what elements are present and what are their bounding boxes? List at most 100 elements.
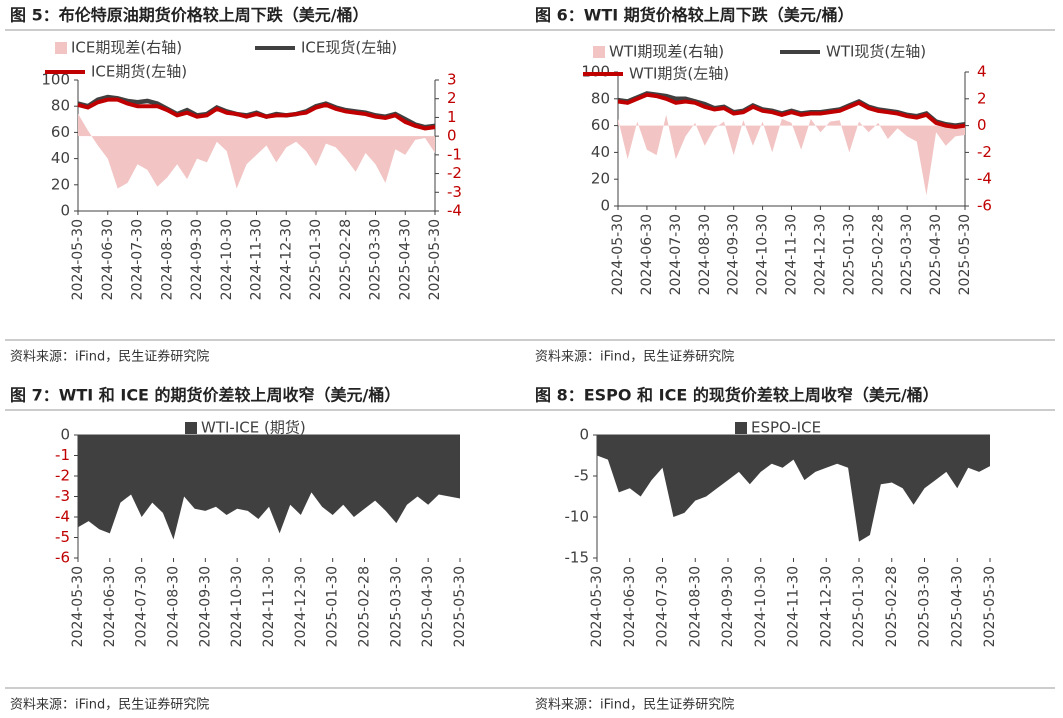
y-tick-label: 100 <box>41 71 70 89</box>
y2-tick-label: -1 <box>447 145 462 163</box>
y-tick-label: -2 <box>55 467 70 485</box>
y-tick-label: 40 <box>51 149 70 167</box>
legend-label: ICE现货(左轴) <box>301 39 397 57</box>
x-tick-label: 2025-05-30 <box>982 566 998 647</box>
line <box>617 92 966 129</box>
y-tick-label: 80 <box>51 97 70 115</box>
x-tick-label: 2024-09-30 <box>720 566 736 647</box>
y-tick-label: 60 <box>591 116 610 134</box>
source: 资料来源：iFind，民生证券研究院 <box>535 349 734 365</box>
x-tick-label: 2025-03-30 <box>368 219 384 300</box>
x-tick-label: 2024-08-30 <box>159 219 175 300</box>
y-tick-label: 100 <box>581 63 610 81</box>
y-tick-label: -10 <box>565 508 590 526</box>
x-tick-label: 2025-04-30 <box>928 214 944 295</box>
x-tick-label: 2025-01-30 <box>851 566 867 647</box>
y-tick-label: 0 <box>60 426 70 444</box>
x-tick-label: 2024-06-30 <box>639 214 655 295</box>
x-tick-label: 2024-05-30 <box>610 214 626 295</box>
y-tick-label: 0 <box>60 202 70 220</box>
x-tick-label: 2024-10-30 <box>753 566 769 647</box>
x-tick-label: 2025-05-30 <box>427 219 443 300</box>
x-tick-label: 2024-10-30 <box>755 214 771 295</box>
x-tick-label: 2024-08-30 <box>687 566 703 647</box>
legend-label: WTI现货(左轴) <box>826 43 926 61</box>
x-tick-label: 2025-04-30 <box>949 566 965 647</box>
x-tick-label: 2024-07-30 <box>655 566 671 647</box>
y2-tick-label: -4 <box>447 202 462 220</box>
legend-label: WTI-ICE (期货) <box>201 419 306 437</box>
legend-label: WTI期货(左轴) <box>629 65 729 83</box>
legend-swatch <box>735 422 747 434</box>
y-tick-label: 20 <box>51 175 70 193</box>
legend-swatch <box>185 422 197 434</box>
legend-swatch <box>593 46 605 58</box>
y-tick-label: 0 <box>600 197 610 215</box>
x-tick-label: 2024-05-30 <box>70 219 86 300</box>
x-tick-label: 2024-06-30 <box>102 566 118 647</box>
legend-label: ICE期货(左轴) <box>91 63 187 81</box>
x-tick-label: 2024-12-30 <box>812 214 828 295</box>
y2-tick-label: 3 <box>447 71 457 89</box>
y-tick-label: 80 <box>591 89 610 107</box>
y2-tick-label: 4 <box>977 63 987 81</box>
y-tick-label: -5 <box>574 467 589 485</box>
y2-tick-label: -2 <box>447 164 462 182</box>
y-tick-label: -6 <box>55 549 70 567</box>
x-tick-label: 2024-06-30 <box>622 566 638 647</box>
y2-tick-label: -3 <box>447 183 462 201</box>
y2-tick-label: 1 <box>447 108 457 126</box>
x-tick-label: 2025-04-30 <box>420 566 436 647</box>
y-tick-label: -3 <box>55 487 70 505</box>
x-tick-label: 2024-08-30 <box>697 214 713 295</box>
x-tick-label: 2025-03-30 <box>388 566 404 647</box>
y2-tick-label: -6 <box>977 197 992 215</box>
x-tick-label: 2024-12-30 <box>278 219 294 300</box>
source: 资料来源：iFind，民生证券研究院 <box>535 697 734 713</box>
y2-tick-label: -4 <box>977 170 992 188</box>
area <box>597 435 990 542</box>
y2-tick-label: 2 <box>447 89 457 107</box>
x-tick-label: 2024-07-30 <box>134 566 150 647</box>
x-tick-label: 2024-11-30 <box>261 566 277 647</box>
legend-label: ESPO-ICE <box>751 419 821 437</box>
area <box>78 113 435 189</box>
legend-label: ICE期现差(右轴) <box>71 39 182 57</box>
y-tick-label: -5 <box>55 528 70 546</box>
chart-title: 图 8：ESPO 和 ICE 的现货价差较上周收窄（美元/桶） <box>535 386 939 405</box>
legend-label: WTI期现差(右轴) <box>609 43 724 61</box>
x-tick-label: 2024-05-30 <box>589 566 605 647</box>
x-tick-label: 2025-03-30 <box>917 566 933 647</box>
x-tick-label: 2024-10-30 <box>219 219 235 300</box>
y-tick-label: 60 <box>51 123 70 141</box>
legend-swatch <box>55 42 67 54</box>
x-tick-label: 2024-08-30 <box>166 566 182 647</box>
y-tick-label: 0 <box>579 426 589 444</box>
x-tick-label: 2024-12-30 <box>818 566 834 647</box>
x-tick-label: 2025-05-30 <box>957 214 973 295</box>
x-tick-label: 2024-06-30 <box>100 219 116 300</box>
x-tick-label: 2025-04-30 <box>397 219 413 300</box>
y-tick-label: -4 <box>55 508 70 526</box>
y2-tick-label: 0 <box>447 127 457 145</box>
chart-title: 图 7：WTI 和 ICE 的期货价差较上周收窄（美元/桶） <box>10 386 400 405</box>
x-tick-label: 2025-01-30 <box>308 219 324 300</box>
line <box>77 97 436 131</box>
y-tick-label: 20 <box>591 170 610 188</box>
x-tick-label: 2025-05-30 <box>452 566 468 647</box>
y2-tick-label: -2 <box>977 143 992 161</box>
x-tick-label: 2024-11-30 <box>786 566 802 647</box>
y-tick-label: 40 <box>591 143 610 161</box>
chart-title: 图 5：布伦特原油期货价格较上周下跌（美元/桶） <box>10 6 369 25</box>
x-tick-label: 2025-02-28 <box>357 566 373 647</box>
x-tick-label: 2024-11-30 <box>784 214 800 295</box>
x-tick-label: 2024-12-30 <box>293 566 309 647</box>
x-tick-label: 2024-05-30 <box>70 566 86 647</box>
source: 资料来源：iFind，民生证券研究院 <box>10 697 209 713</box>
x-tick-label: 2025-01-30 <box>325 566 341 647</box>
x-tick-label: 2024-07-30 <box>130 219 146 300</box>
area <box>78 435 460 540</box>
x-tick-label: 2024-09-30 <box>197 566 213 647</box>
x-tick-label: 2025-03-30 <box>899 214 915 295</box>
